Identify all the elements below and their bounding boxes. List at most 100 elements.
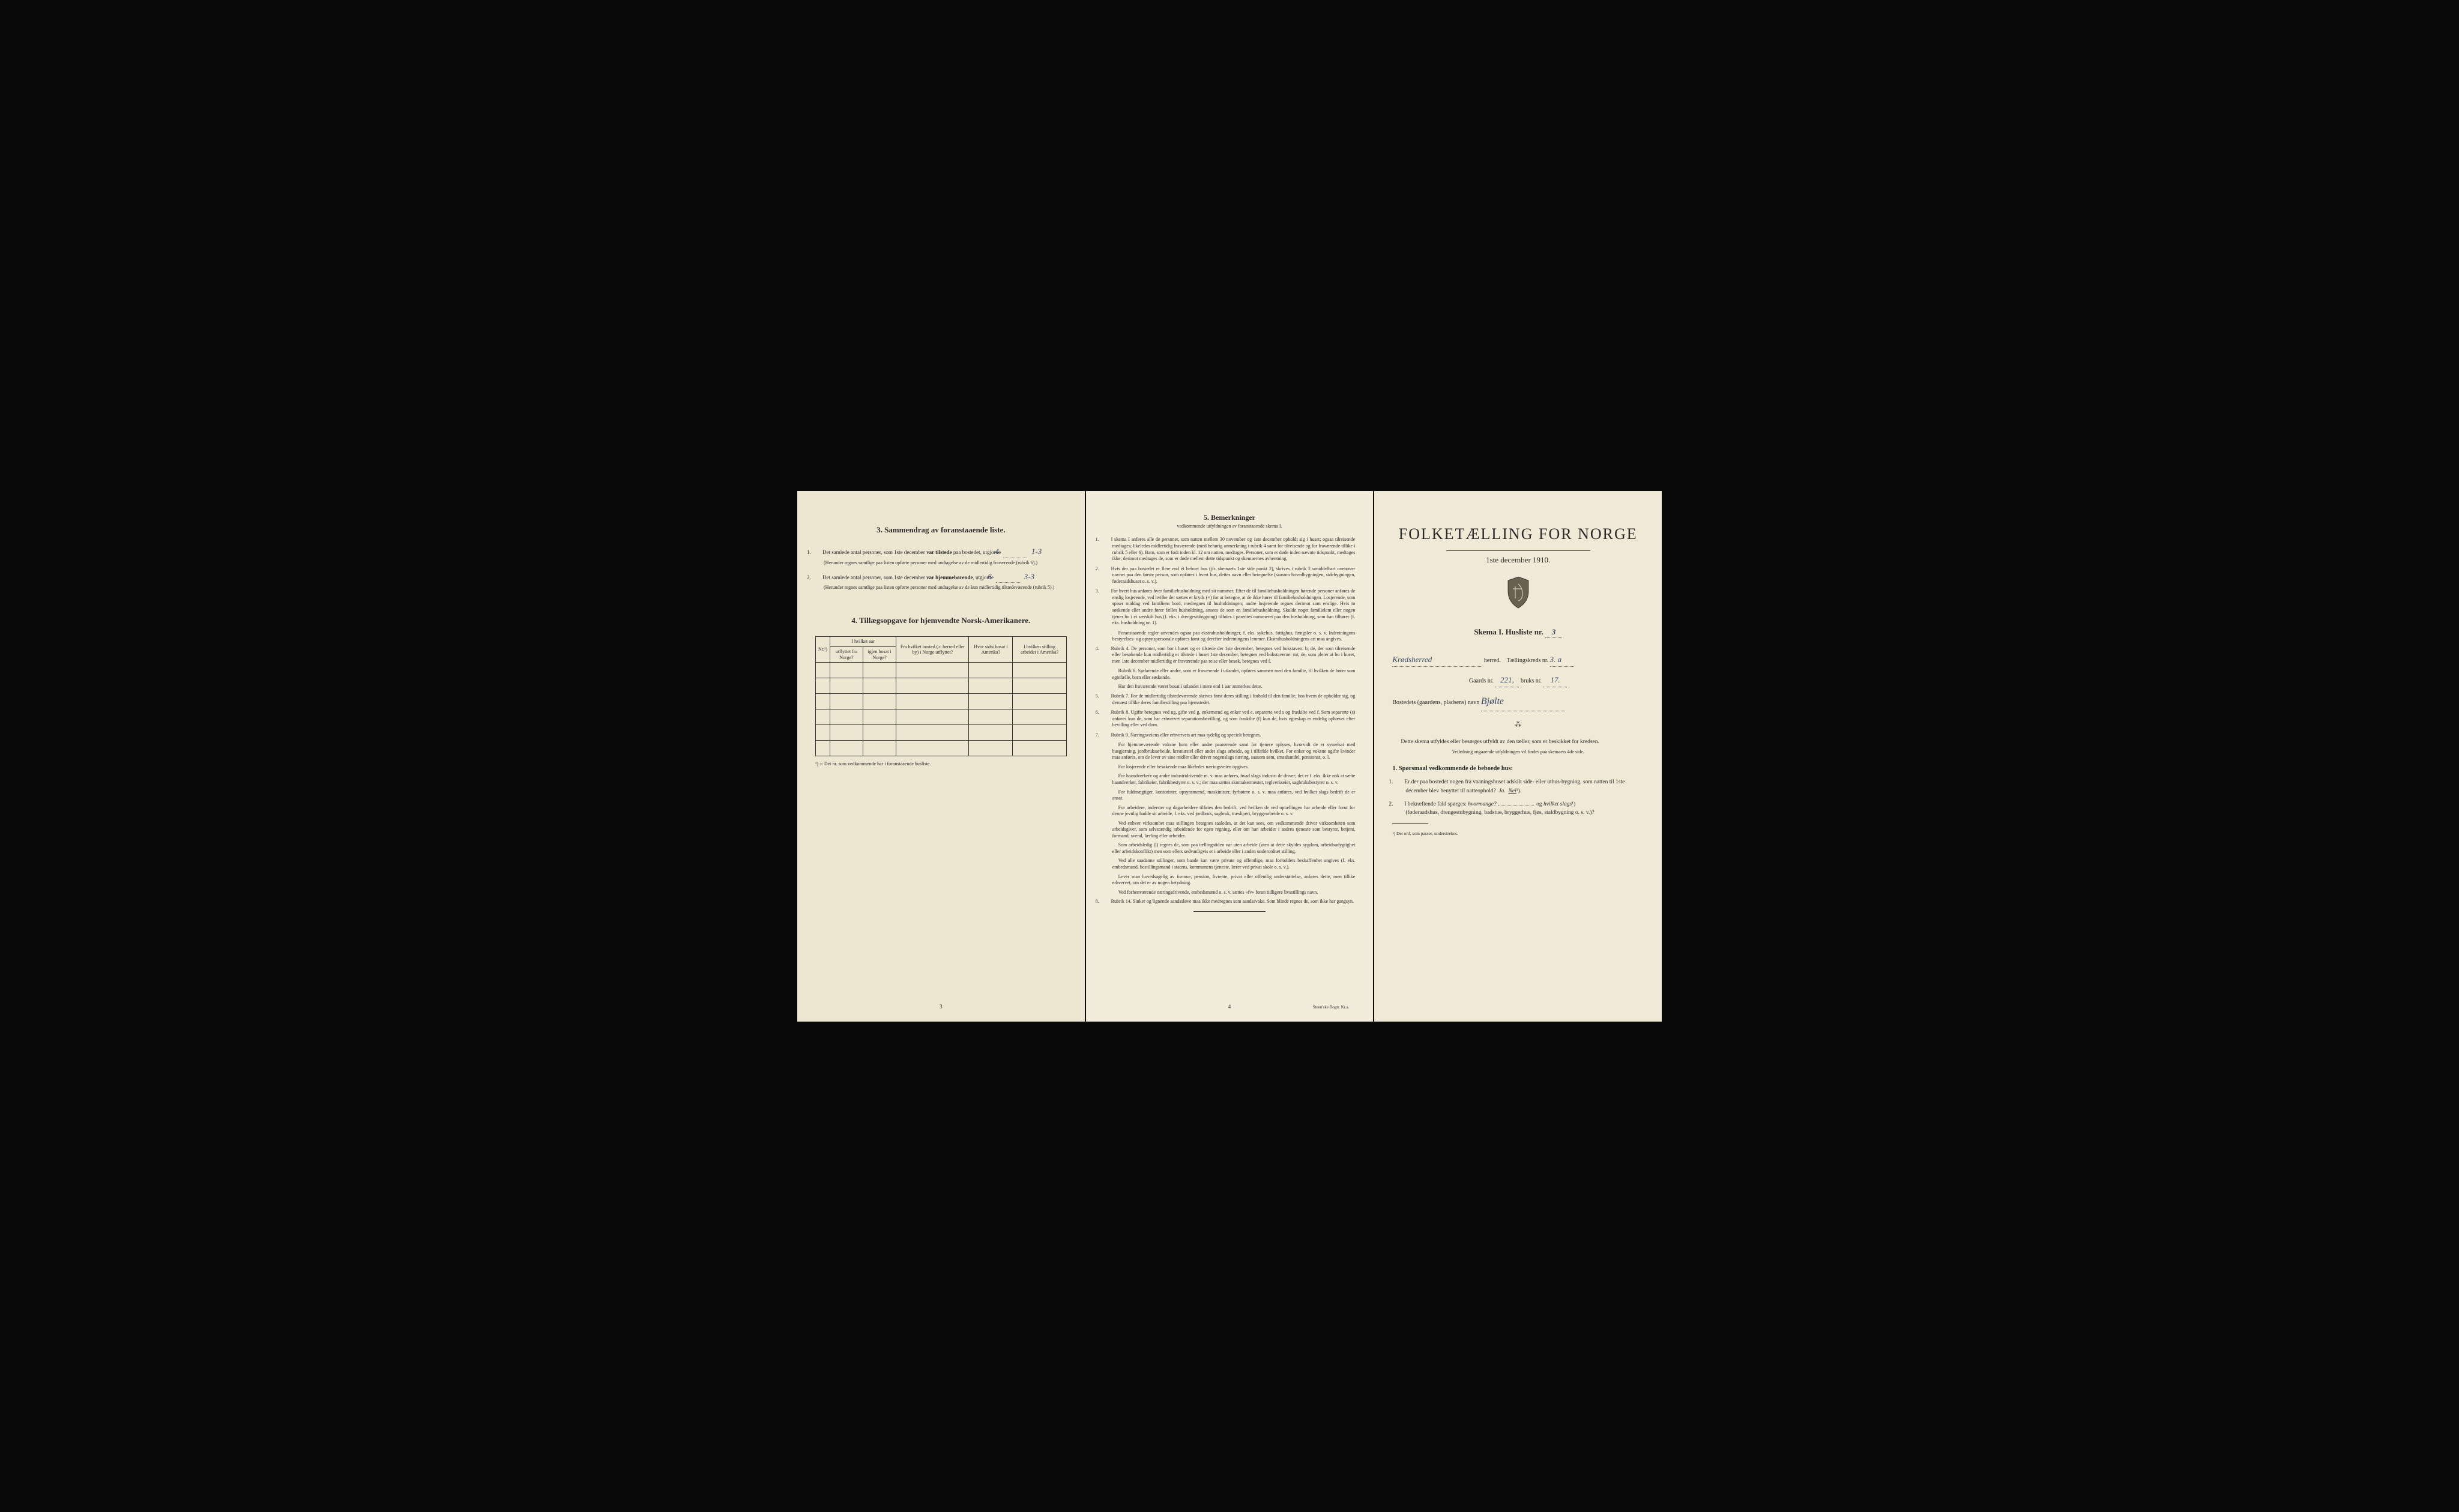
- section3-title-text: Sammendrag av foranstaaende liste.: [884, 525, 1006, 534]
- bemerk-title: 5. Bemerkninger: [1104, 513, 1356, 522]
- table-cell: [816, 741, 830, 756]
- table-cell: [896, 725, 969, 741]
- skema-line: Skema I. Husliste nr. 3: [1392, 627, 1644, 638]
- question-1: 1.Er der paa bostedet nogen fra vaanings…: [1392, 778, 1644, 795]
- gaards-line: Gaards nr. 221, bruks nr. 17.: [1392, 673, 1644, 687]
- skema-fill: 3: [1552, 627, 1556, 636]
- item1-num: 1.: [815, 549, 822, 557]
- table-cell: [969, 725, 1013, 741]
- document-three-page: 3. Sammendrag av foranstaaende liste. 1.…: [797, 491, 1662, 1022]
- bemerk-item: 3.For hvert hus anføres hver familiehush…: [1104, 588, 1356, 626]
- bemerk-para: For hjemmeværende voksne barn eller andr…: [1104, 742, 1356, 761]
- ornament: ⁂: [1392, 720, 1644, 729]
- amerikanere-table: Nr.¹) I hvilket aar Fra hvilket bosted (…: [815, 636, 1067, 756]
- table-cell: [1013, 709, 1066, 725]
- bemerk-para: Ved enhver virksomhet maa stillingen bet…: [1104, 821, 1356, 840]
- bemerk-item: 5.Rubrik 7. For de midlertidig tilstedev…: [1104, 693, 1356, 706]
- tk-label: Tællingskreds nr.: [1507, 657, 1548, 664]
- table-cell: [816, 694, 830, 709]
- table-row: [816, 709, 1067, 725]
- page-number-4: 4: [1228, 1003, 1231, 1010]
- instruct-1: Dette skema utfyldes eller besørges utfy…: [1392, 738, 1644, 746]
- section3-items: 1.Det samlede antal personer, som 1ste d…: [815, 546, 1067, 591]
- th-aar: I hvilket aar: [830, 637, 896, 647]
- bemerk-item: 4.Rubrik 4. De personer, som bor i huset…: [1104, 646, 1356, 665]
- table-wrap: Nr.¹) I hvilket aar Fra hvilket bosted (…: [815, 636, 1067, 768]
- table-row: [816, 741, 1067, 756]
- th-bosted: Fra hvilket bosted (ɔ: herred eller by) …: [896, 637, 969, 663]
- q2-text-b: og: [1535, 801, 1543, 807]
- table-cell: [830, 741, 863, 756]
- table-cell: [896, 694, 969, 709]
- skema-label: Skema I. Husliste nr.: [1474, 627, 1543, 636]
- bruks-label: bruks nr.: [1521, 678, 1542, 684]
- bemerk-para: For arbeidere, inderster og dagarbeidere…: [1104, 805, 1356, 818]
- bemerk-item: 7.Rubrik 9. Næringsveiens eller erhverve…: [1104, 732, 1356, 739]
- item2-fill2: 3-3: [1024, 572, 1034, 581]
- item1-bold: var tilstede: [926, 549, 952, 555]
- table-cell: [896, 678, 969, 694]
- q-head-text: Spørsmaal vedkommende de beboede hus:: [1399, 765, 1513, 772]
- table-row: [816, 725, 1067, 741]
- table-cell: [1013, 741, 1066, 756]
- page-number-3: 3: [940, 1003, 943, 1010]
- table-cell: [863, 663, 896, 678]
- instruct-2: Veiledning angaaende utfyldningen vil fi…: [1392, 749, 1644, 756]
- table-cell: [863, 741, 896, 756]
- bemerk-item: Rubrik 6. Sjøfarende eller andre, som er…: [1104, 668, 1356, 681]
- table-cell: [896, 663, 969, 678]
- q2-sup: ¹): [1572, 801, 1575, 807]
- bemerk-item: 6.Rubrik 8. Ugifte betegnes ved ug, gift…: [1104, 709, 1356, 729]
- page-middle: 5. Bemerkninger vedkommende utfyldningen…: [1086, 491, 1374, 1022]
- section3-num: 3.: [876, 525, 883, 534]
- table-row: [816, 663, 1067, 678]
- item-1: 1.Det samlede antal personer, som 1ste d…: [815, 546, 1067, 566]
- q1-nei: Nei: [1509, 788, 1516, 794]
- bemerk-list: 1.I skema I anføres alle de personer, so…: [1104, 537, 1356, 905]
- q2-text-a: I bekræftende fald spørges:: [1404, 801, 1468, 807]
- bosted-line: Bostedets (gaardens, pladsens) navn Bjøl…: [1392, 693, 1644, 711]
- footnote-rule: [1392, 823, 1428, 824]
- bosted-fill: Bjølte: [1481, 696, 1504, 706]
- q1-sup: ¹).: [1516, 788, 1521, 794]
- th-bosat: igjen bosat i Norge?: [863, 646, 896, 662]
- item1-fill: 4: [995, 547, 999, 556]
- bemerk-item-8: 8.Rubrik 14. Sinker og lignende aandsslø…: [1104, 899, 1356, 905]
- bemerk-para: Ved alle saadanne stillinger, som baade …: [1104, 858, 1356, 870]
- item2-note: (Herunder regnes samtlige paa listen opf…: [824, 585, 1067, 591]
- herred-fill: Krødsherred: [1392, 655, 1432, 664]
- table-cell: [1013, 725, 1066, 741]
- q-head-num: 1.: [1392, 765, 1397, 772]
- table-cell: [830, 694, 863, 709]
- table-cell: [969, 694, 1013, 709]
- bemerk-title-text: Bemerkninger: [1211, 513, 1255, 522]
- bruks-fill: 17.: [1550, 675, 1560, 684]
- item-2: 2.Det samlede antal personer, som 1ste d…: [815, 571, 1067, 591]
- table-row: [816, 678, 1067, 694]
- q-heading: 1. Spørsmaal vedkommende de beboede hus:: [1392, 765, 1644, 773]
- bemerk-num: 5.: [1204, 513, 1209, 522]
- bemerk-item: Har den fraværende været bosat i utlande…: [1104, 684, 1356, 690]
- th-amerika: Hvor sidst bosat i Amerika?: [969, 637, 1013, 663]
- table-cell: [830, 663, 863, 678]
- table-row: [816, 694, 1067, 709]
- table-cell: [830, 678, 863, 694]
- bemerk-para: Som arbeidsledig (l) regnes de, som paa …: [1104, 842, 1356, 855]
- table-cell: [969, 663, 1013, 678]
- bemerk-item: Foranstaaende regler anvendes ogsaa paa …: [1104, 630, 1356, 643]
- item2-fill: 6: [988, 572, 992, 581]
- table-cell: [830, 709, 863, 725]
- title-rule: [1446, 550, 1590, 551]
- q2-em1: hvormange?: [1468, 801, 1497, 807]
- section3-title: 3. Sammendrag av foranstaaende liste.: [815, 525, 1067, 535]
- section4-title-text: Tillægsopgave for hjemvendte Norsk-Ameri…: [859, 616, 1030, 625]
- item1-fill2: 1-3: [1031, 547, 1042, 556]
- herred-line: Krødsherred herred. Tællingskreds nr. 3.…: [1392, 652, 1644, 667]
- item1-note: (Herunder regnes samtlige paa listen opf…: [824, 560, 1067, 566]
- bemerk-para: Lever man hovedsagelig av formue, pensio…: [1104, 874, 1356, 887]
- item1-text-a: Det samlede antal personer, som 1ste dec…: [822, 549, 926, 555]
- table-cell: [896, 709, 969, 725]
- bemerk-subtitle: vedkommende utfyldningen av foranstaaend…: [1104, 523, 1356, 530]
- table-cell: [816, 678, 830, 694]
- printer-mark: Steen'ske Bogtr. Kr.a.: [1313, 1005, 1350, 1010]
